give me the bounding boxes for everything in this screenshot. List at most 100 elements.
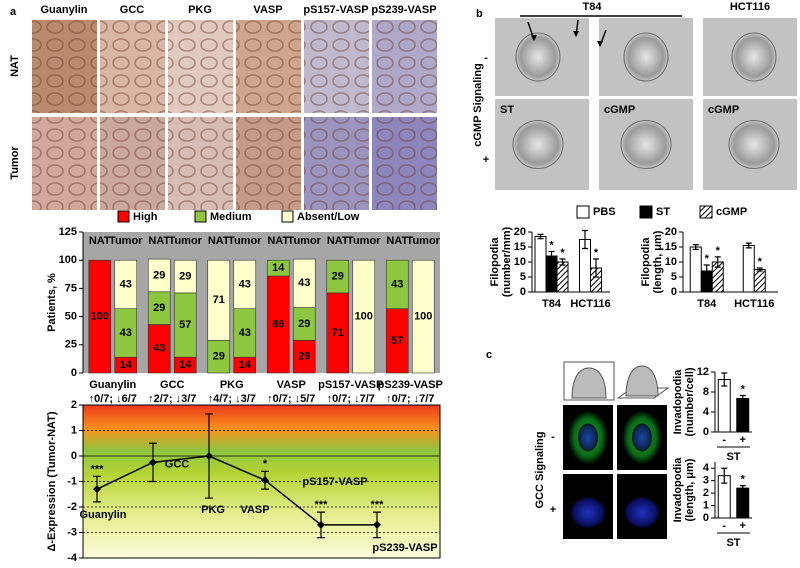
y-tick-label: 15 xyxy=(665,241,677,253)
y-tick-label: 1 xyxy=(703,499,709,511)
bar-label: Tumor xyxy=(407,235,441,247)
bar xyxy=(717,379,731,433)
segment-label: 29 xyxy=(179,270,191,282)
column-header: HCT116 xyxy=(730,1,770,13)
y-tick-label: 10 xyxy=(665,256,677,268)
y-tick-label: -3 xyxy=(67,526,77,538)
image-label: cGMP xyxy=(604,104,635,116)
y-tick-label: 75 xyxy=(65,282,77,294)
y-axis-label: (length, μm) xyxy=(684,458,696,521)
bar-segment xyxy=(114,259,138,310)
micrograph-texture xyxy=(304,20,369,113)
error-bar xyxy=(559,258,566,266)
segment-label: 14 xyxy=(272,262,285,274)
error-bar xyxy=(548,250,555,262)
x-tick-label: Guanylin xyxy=(89,379,136,391)
y-tick-label: 1 xyxy=(71,424,77,436)
bar-segment xyxy=(411,259,435,374)
bar xyxy=(534,236,547,293)
bar-segment xyxy=(233,259,257,310)
significance: * xyxy=(741,383,746,395)
y-tick-label: 20 xyxy=(514,226,526,238)
bar-label: NAT xyxy=(386,235,408,247)
error-bar xyxy=(593,258,599,278)
y-tick-label: 5 xyxy=(671,271,677,283)
legend-swatch xyxy=(699,205,713,219)
error-bar xyxy=(703,264,710,278)
cell-drawing xyxy=(571,367,607,399)
x-tick-label: - xyxy=(722,434,726,446)
micrograph-texture xyxy=(304,117,369,210)
legend-label: cGMP xyxy=(716,206,747,218)
cell xyxy=(620,120,672,169)
segment-label: 43 xyxy=(120,327,132,339)
segment-label: 14 xyxy=(120,359,133,371)
marker xyxy=(93,485,101,494)
image-label: ST xyxy=(500,104,514,116)
bar-label: Tumor xyxy=(347,235,381,247)
legend-label: Absent/Low xyxy=(297,211,360,223)
micrograph-texture xyxy=(372,117,437,210)
bar-label: Tumor xyxy=(288,235,322,247)
bar-segment xyxy=(88,259,112,374)
point-label: PKG xyxy=(201,504,225,516)
bar-label: NAT xyxy=(208,235,230,247)
x-tick-label: + xyxy=(740,520,746,532)
row-label: - xyxy=(551,431,555,443)
x-tick-label: VASP xyxy=(277,379,306,391)
error-bar xyxy=(721,467,728,484)
x-tick-label: HCT116 xyxy=(570,298,610,310)
legend-swatch xyxy=(576,205,590,219)
y-tick-label: 0 xyxy=(71,367,77,379)
nucleus xyxy=(624,496,660,529)
x-tick-label: - xyxy=(722,520,726,532)
row-label: + xyxy=(483,154,489,166)
panel-label: c xyxy=(486,349,492,361)
legend-swatch xyxy=(194,210,207,223)
panel-label: a xyxy=(10,6,17,18)
point-label: Guanylin xyxy=(79,509,126,521)
bar-segment xyxy=(173,259,197,294)
bar-segment xyxy=(266,259,290,277)
micrograph-texture xyxy=(32,117,97,210)
significance: * xyxy=(549,239,554,251)
y-tick-label: 15 xyxy=(514,241,526,253)
x-tick-note: ↑0/7; ↓5/7 xyxy=(267,393,315,405)
significance: *** xyxy=(91,463,105,475)
bar-label: NAT xyxy=(267,235,289,247)
diagram-frame xyxy=(563,361,615,401)
error-bar xyxy=(692,244,699,250)
column-header: pS239-VASP xyxy=(371,4,436,16)
y-tick-label: 100 xyxy=(59,254,77,266)
segment-label: 29 xyxy=(298,351,310,363)
y-axis-label: (length, μm) xyxy=(652,230,664,293)
error-bar xyxy=(714,256,721,268)
segment-label: 43 xyxy=(298,277,310,289)
significance: *** xyxy=(315,499,329,511)
bar-label: Tumor xyxy=(169,235,203,247)
y-tick-label: 50 xyxy=(65,311,77,323)
bar-segment xyxy=(326,259,350,294)
x-tick-note: ↑0/7; ↓7/7 xyxy=(386,393,434,405)
group-label: ST xyxy=(726,537,740,549)
legend-swatch xyxy=(281,210,294,223)
segment-label: 29 xyxy=(153,302,165,314)
bar-label: Tumor xyxy=(109,235,143,247)
segment-label: 100 xyxy=(355,311,373,323)
segment-label: 43 xyxy=(120,278,132,290)
y-tick-label: 2 xyxy=(703,487,709,499)
x-tick-label: T84 xyxy=(697,298,717,310)
legend-label: PBS xyxy=(593,206,616,218)
bar xyxy=(689,246,702,293)
y-tick-label: 0 xyxy=(703,512,709,524)
bar-segment xyxy=(292,258,316,308)
row-label: + xyxy=(550,504,556,516)
y-axis-label: Δ-Expression (Tumor-NAT) xyxy=(46,411,58,551)
y-tick-label: 0 xyxy=(520,286,526,298)
y-tick-label: 4 xyxy=(703,462,710,474)
significance: * xyxy=(758,256,763,268)
plot-background xyxy=(83,232,440,373)
y-tick-label: 4 xyxy=(703,406,710,418)
